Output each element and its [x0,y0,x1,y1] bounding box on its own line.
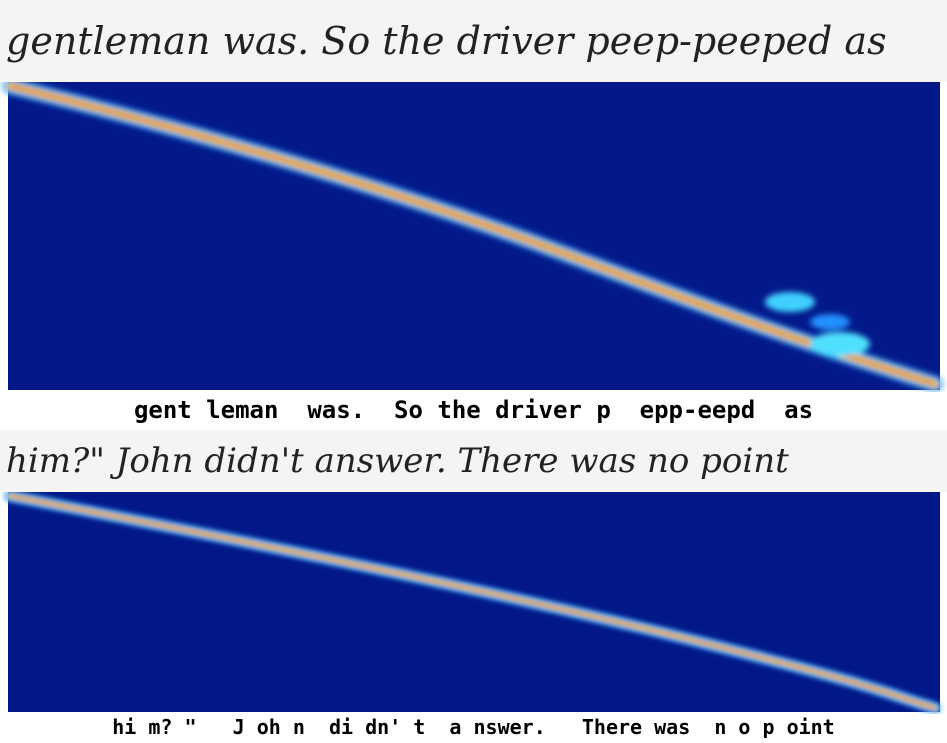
transcription: gent leman was. So the driver p epp-eepd… [133,396,814,424]
attention-heatmap [4,492,941,714]
handwriting-line: him?" John didn't answer. There was no p… [0,430,947,492]
transcription: hi m? " J oh n di dn' t a nswer. There w… [112,715,835,739]
handwriting-line: gentleman was. So the driver peep-peeped… [0,0,947,82]
attention-heatmap [2,82,943,392]
